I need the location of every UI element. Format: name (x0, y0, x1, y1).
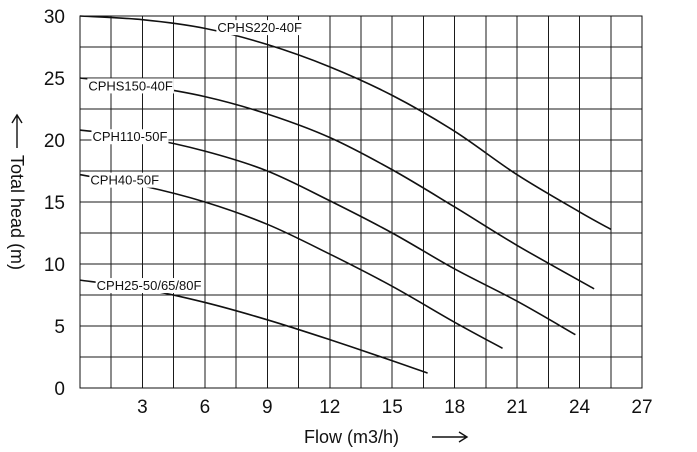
curve-series-3 (79, 129, 576, 336)
curve-label-background (216, 20, 303, 36)
curve-label-series-4: CPH40-50F (90, 173, 159, 188)
y-tick-label: 10 (44, 255, 65, 276)
x-tick-label: 21 (507, 397, 528, 418)
x-tick-label: 9 (262, 397, 273, 418)
curve-label-series-1: CPHS220-40F (217, 20, 302, 35)
curves (79, 15, 612, 374)
curve-label-series-5: CPH25-50/65/80F (97, 278, 202, 293)
x-tick-labels: 3 6 9 12 15 18 21 24 27 (137, 397, 652, 418)
curve-series-5 (79, 279, 428, 374)
y-tick-label: 30 (44, 7, 65, 28)
curve-labels: CPHS220-40F CPHS150-40F CPH110-50F CPH40-50… (87, 20, 303, 294)
y-tick-label: 15 (44, 193, 65, 214)
x-tick-label: 12 (319, 397, 340, 418)
x-axis-title: Flow (m3/h) (304, 427, 399, 447)
curve-label-series-3: CPH110-50F (92, 129, 167, 144)
curve-series-4 (79, 173, 503, 350)
grid (80, 16, 642, 388)
x-tick-label: 3 (137, 397, 148, 418)
x-tick-label: 27 (631, 397, 652, 418)
y-tick-label: 0 (54, 379, 65, 400)
x-tick-label: 6 (200, 397, 211, 418)
plot-frame (79, 15, 643, 389)
x-axis-arrow-icon (432, 431, 469, 443)
y-tick-label: 20 (44, 131, 65, 152)
curve-series-1 (79, 15, 612, 230)
x-tick-label: 18 (444, 397, 465, 418)
x-tick-label: 15 (382, 397, 403, 418)
y-axis-title: Total head (m) (7, 155, 27, 270)
curve-label-background (87, 78, 174, 94)
x-tick-label: 24 (569, 397, 591, 418)
curve-label-background (95, 278, 203, 294)
curve-label-background (89, 172, 161, 188)
y-tick-label: 5 (54, 317, 65, 338)
curve-label-background (91, 129, 169, 145)
y-tick-labels: 0 5 10 15 20 25 30 (44, 7, 65, 400)
y-axis-arrow-icon (11, 113, 23, 148)
curve-label-series-2: CPHS150-40F (88, 78, 173, 93)
y-tick-label: 25 (44, 69, 65, 90)
